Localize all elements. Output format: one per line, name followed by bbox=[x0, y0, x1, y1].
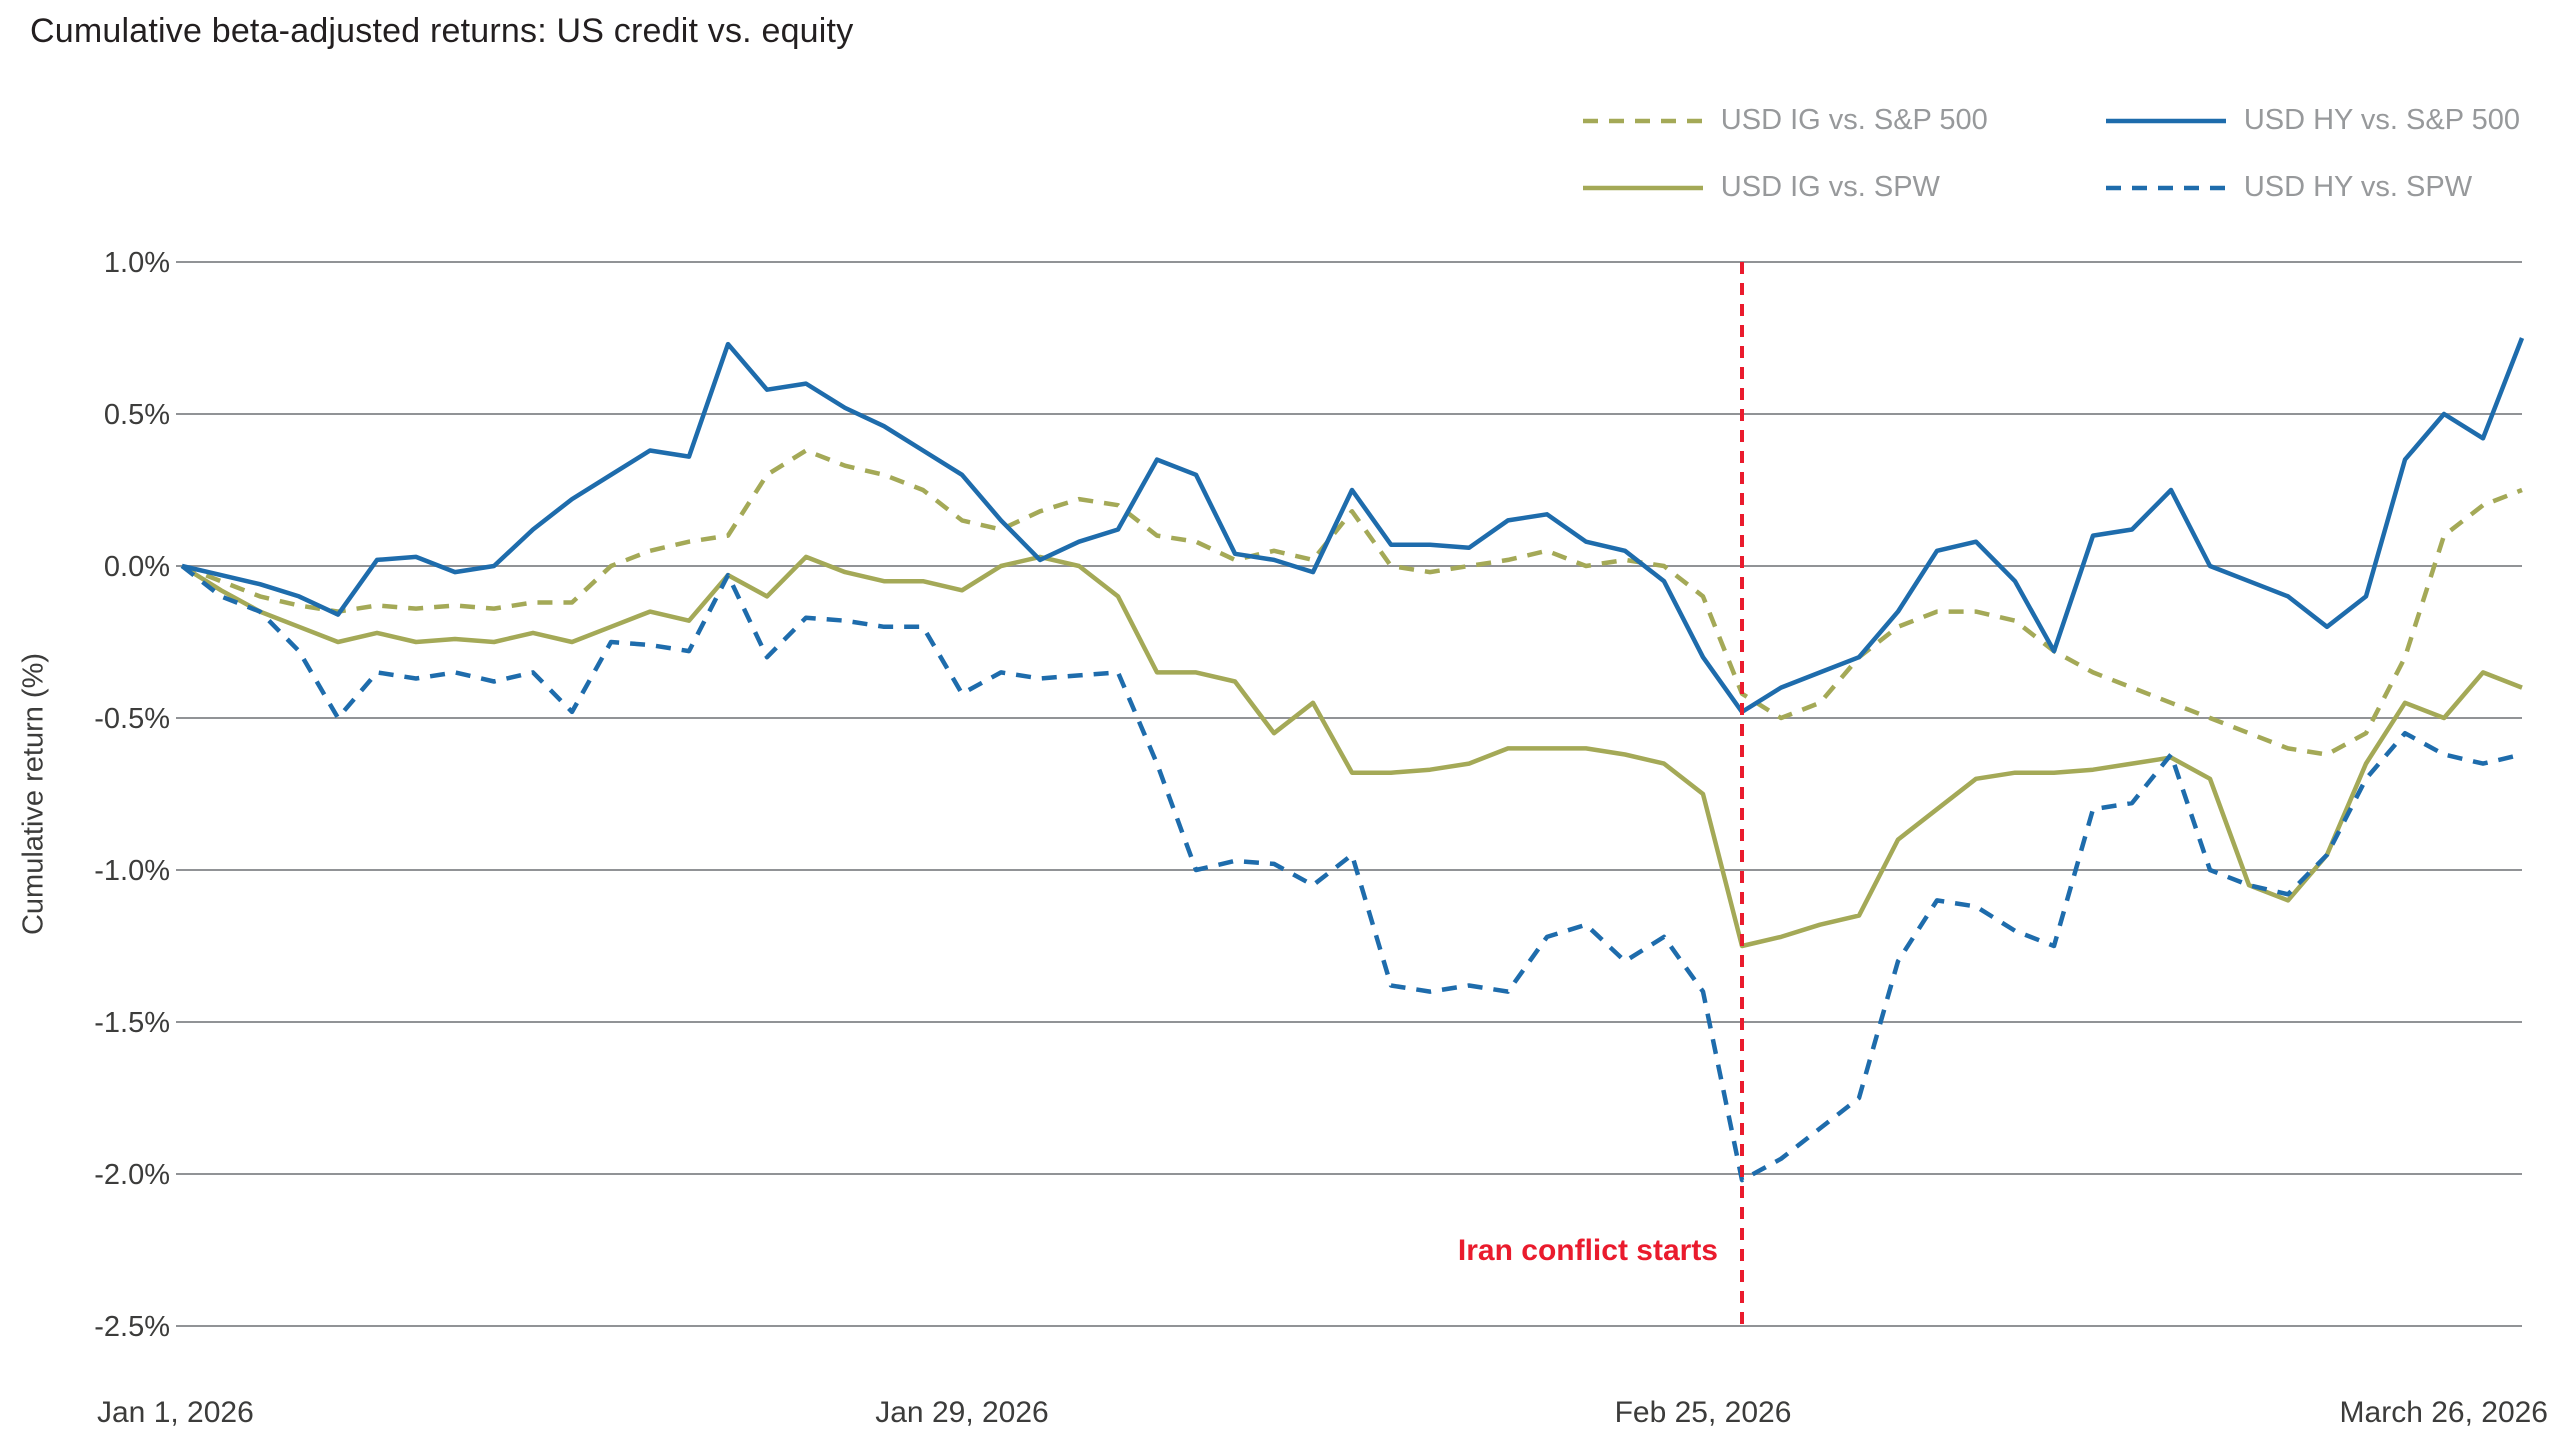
y-tick-label: -0.5% bbox=[94, 703, 170, 735]
chart-title: Cumulative beta-adjusted returns: US cre… bbox=[30, 12, 854, 50]
y-axis-tick-labels: 1.0% 0.5% 0.0% -0.5% -1.0% -1.5% -2.0% -2.5% bbox=[94, 247, 170, 1343]
y-tick-label: -1.5% bbox=[94, 1007, 170, 1039]
legend-label: USD IG vs. SPW bbox=[1720, 171, 1940, 203]
y-tick-label: 0.0% bbox=[104, 551, 170, 583]
y-tick-label: 0.5% bbox=[104, 399, 170, 431]
series-line-usd-ig-vs-s-p-500 bbox=[181, 448, 2523, 757]
legend-item-usd-ig-vs-spw: USD IG vs. SPW bbox=[1582, 171, 1988, 204]
x-tick-label: Feb 25, 2026 bbox=[1615, 1396, 1792, 1429]
x-tick-label: Jan 29, 2026 bbox=[875, 1396, 1048, 1429]
event-annotation: Iran conflict starts bbox=[1458, 1234, 1718, 1267]
legend-label: USD IG vs. S&P 500 bbox=[1720, 104, 1988, 136]
legend-item-usd-ig-vs-s-p-500: USD IG vs. S&P 500 bbox=[1582, 104, 1988, 137]
legend-swatch-dashed-line bbox=[1582, 118, 1703, 123]
legend-label: USD HY vs. S&P 500 bbox=[2243, 104, 2520, 136]
series-line-usd-hy-vs-s-p-500 bbox=[181, 337, 2525, 715]
series-line-usd-ig-vs-spw bbox=[180, 554, 2523, 949]
series-line-usd-hy-vs-spw bbox=[180, 564, 2523, 1183]
legend-swatch-solid-line bbox=[2105, 118, 2226, 123]
legend-swatch-solid-line bbox=[1582, 185, 1703, 190]
series-lines bbox=[180, 337, 2525, 1183]
x-axis-tick-labels: Jan 1, 2026 Jan 29, 2026 Feb 25, 2026 March… bbox=[97, 1396, 2548, 1429]
x-tick-label: March 26, 2026 bbox=[2340, 1396, 2548, 1429]
gridlines bbox=[176, 261, 2522, 1327]
y-tick-label: -2.0% bbox=[94, 1159, 170, 1191]
legend-item-usd-hy-vs-s-p-500: USD HY vs. S&P 500 bbox=[2105, 104, 2520, 137]
x-tick-label: Jan 1, 2026 bbox=[97, 1396, 254, 1429]
event-marker: Iran conflict starts bbox=[1458, 262, 1744, 1332]
legend-label: USD HY vs. SPW bbox=[2243, 171, 2473, 203]
legend-swatch-dashed-line bbox=[2105, 185, 2226, 190]
y-tick-label: -2.5% bbox=[94, 1311, 170, 1343]
legend-item-usd-hy-vs-spw: USD HY vs. SPW bbox=[2105, 171, 2520, 204]
y-tick-label: 1.0% bbox=[104, 247, 170, 279]
y-tick-label: -1.0% bbox=[94, 855, 170, 887]
legend: USD IG vs. S&P 500 USD HY vs. S&P 500 USD … bbox=[1582, 104, 2520, 204]
